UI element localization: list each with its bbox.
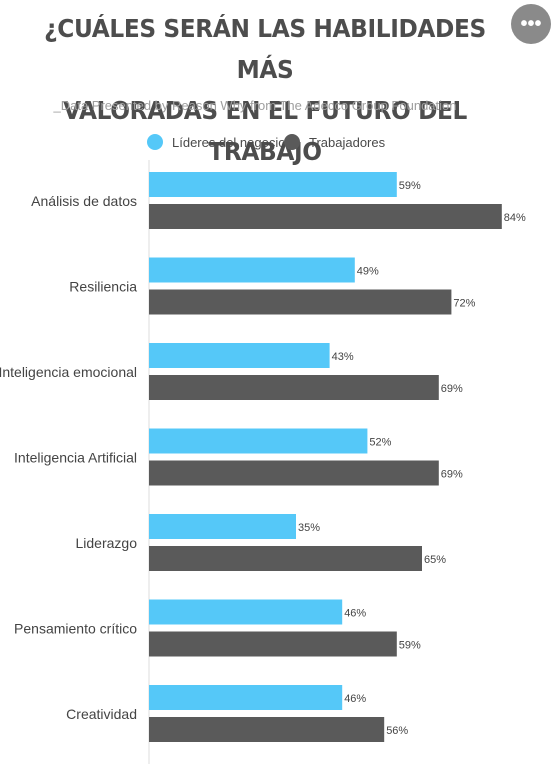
bar-leaders	[149, 685, 343, 710]
category-label: Pensamiento crítico	[14, 621, 137, 637]
value-label-leaders: 52%	[369, 437, 391, 449]
chart-title: ¿CUÁLES SERÁN LAS HABILIDADES MÁS VALORA…	[19, 8, 512, 172]
value-label-workers: 84%	[504, 212, 526, 224]
bar-workers	[149, 460, 439, 486]
more-horizontal-icon: •••	[520, 13, 542, 35]
value-label-leaders: 59%	[399, 180, 421, 192]
legend-item-workers[interactable]: Trabajadores	[284, 134, 385, 150]
value-label-workers: 72%	[453, 298, 475, 310]
category-label: Liderazgo	[76, 535, 138, 551]
legend-swatch-workers	[284, 134, 300, 150]
chart-legend: Líderes del negocio Trabajadores	[0, 134, 553, 154]
chart-title-line-2: VALORADAS EN EL FUTURO DEL TRABAJO	[62, 96, 467, 166]
bar-workers	[149, 546, 422, 571]
value-label-workers: 65%	[424, 554, 446, 566]
category-label: Inteligencia emocional	[0, 364, 137, 380]
bar-leaders	[149, 343, 330, 368]
chart-title-line-1: ¿CUÁLES SERÁN LAS HABILIDADES MÁS	[44, 14, 486, 84]
value-label-workers: 56%	[386, 725, 408, 737]
chart-subtitle: _Data Presented by Reason Why from The A…	[53, 98, 457, 113]
more-options-button[interactable]: •••	[511, 4, 551, 44]
legend-label-workers: Trabajadores	[309, 134, 386, 150]
bar-leaders	[149, 428, 368, 454]
bar-leaders	[149, 257, 355, 283]
bar-leaders	[149, 172, 397, 197]
category-label: Inteligencia Artificial	[14, 450, 137, 466]
value-label-leaders: 43%	[332, 351, 354, 363]
bar-workers	[149, 289, 452, 315]
bar-leaders	[149, 599, 343, 625]
bar-leaders	[149, 514, 296, 539]
value-label-workers: 59%	[399, 640, 421, 652]
category-label: Resiliencia	[69, 279, 137, 295]
category-label: Creatividad	[66, 706, 137, 722]
value-label-leaders: 49%	[357, 266, 379, 278]
bar-workers	[149, 375, 439, 400]
value-label-workers: 69%	[441, 383, 463, 395]
value-label-leaders: 46%	[344, 693, 366, 705]
value-label-leaders: 35%	[298, 522, 320, 534]
value-label-workers: 69%	[441, 469, 463, 481]
value-label-leaders: 46%	[344, 608, 366, 620]
category-label: Análisis de datos	[31, 193, 137, 209]
legend-swatch-leaders	[147, 134, 163, 150]
bar-workers	[149, 204, 502, 229]
bar-workers	[149, 631, 397, 657]
bar-workers	[149, 717, 385, 742]
legend-item-leaders[interactable]: Líderes del negocio	[147, 134, 285, 150]
legend-label-leaders: Líderes del negocio	[172, 134, 286, 150]
